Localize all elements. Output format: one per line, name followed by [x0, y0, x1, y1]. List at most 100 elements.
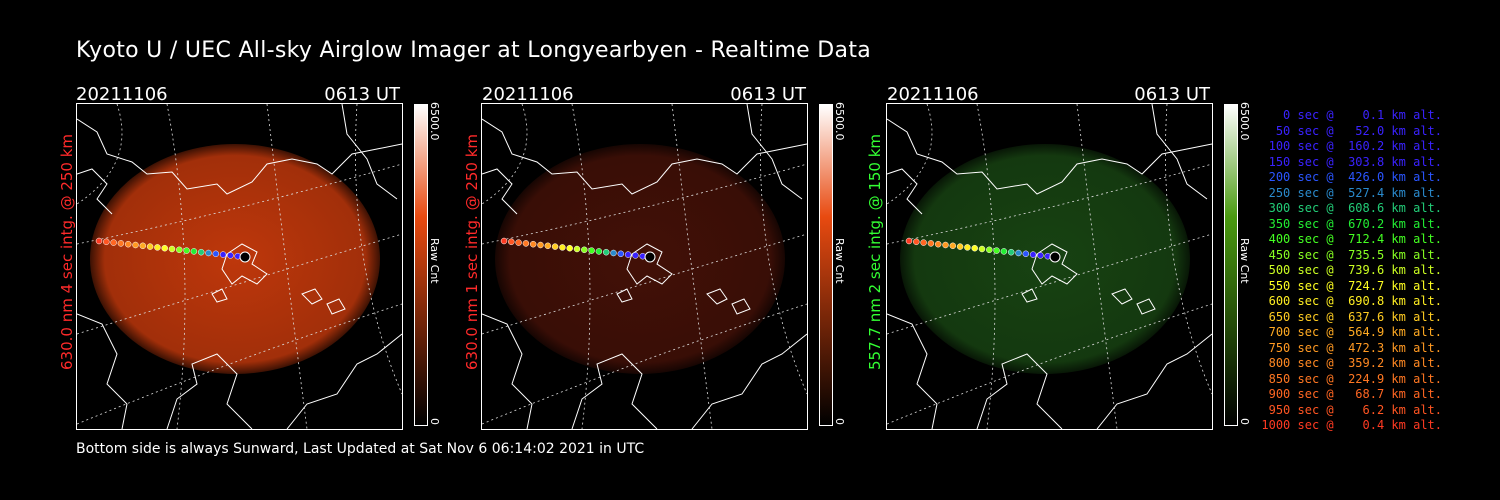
- legend-row: 850 sec @ 224.9 km alt.: [1268, 371, 1442, 386]
- legend-row: 100 sec @ 160.2 km alt.: [1268, 139, 1442, 153]
- trajectory-dot: [190, 248, 198, 255]
- trajectory-dot: [95, 237, 103, 245]
- trajectory-dot: [949, 242, 957, 250]
- panel-2-side-label: 630.0 nm 1 sec intg. @ 250 km: [463, 133, 481, 370]
- trajectory-dot: [978, 245, 986, 253]
- airglow-disc: [900, 144, 1190, 374]
- trajectory-dot: [146, 243, 154, 250]
- legend-row: 700 sec @ 564.9 km alt.: [1268, 325, 1442, 339]
- station-marker: [644, 251, 656, 263]
- legend-row: 1000 sec @ 0.4 km alt.: [1261, 418, 1442, 432]
- legend-row: 0 sec @ 0.1 km alt.: [1283, 108, 1442, 122]
- trajectory-dot: [522, 240, 530, 247]
- panel-2-time: 0613 UT: [730, 84, 806, 105]
- airglow-disc: [495, 144, 785, 374]
- trajectory-dot: [581, 246, 588, 254]
- legend-row: 550 sec @ 724.7 km alt.: [1268, 278, 1442, 293]
- panel-1-image: [76, 103, 403, 430]
- trajectory-dot: [197, 248, 205, 256]
- legend-row: 900 sec @ 68.7 km alt.: [1268, 387, 1442, 401]
- legend-row: 500 sec @ 739.6 km alt.: [1268, 263, 1442, 277]
- trajectory-dot: [154, 244, 161, 251]
- trajectory-dot: [500, 237, 508, 245]
- legend-row: 200 sec @ 426.0 km alt.: [1268, 170, 1442, 184]
- trajectory-dot: [1015, 249, 1022, 257]
- legend-row: 150 sec @ 303.8 km alt.: [1268, 154, 1442, 169]
- trajectory-dot: [559, 244, 566, 251]
- trajectory-dot: [132, 241, 139, 249]
- legend-row: 350 sec @ 670.2 km alt.: [1268, 216, 1442, 231]
- station-marker: [239, 251, 251, 263]
- trajectory-dot: [205, 249, 212, 257]
- trajectory-dot: [1007, 248, 1015, 256]
- panel-2-date: 20211106: [482, 84, 574, 105]
- panel-3-map: [887, 104, 1212, 429]
- legend-row: 750 sec @ 472.3 km alt.: [1268, 340, 1442, 355]
- legend-row: 600 sec @ 690.8 km alt.: [1268, 294, 1442, 308]
- panel-1-colorbar-unit: Raw Cnt: [428, 238, 441, 284]
- panel-3-date: 20211106: [887, 84, 979, 105]
- trajectory-dot: [934, 240, 942, 248]
- trajectory-dot: [905, 237, 913, 245]
- trajectory-dot: [176, 246, 183, 254]
- trajectory-dot: [617, 250, 625, 258]
- trajectory-dot: [913, 238, 920, 246]
- panel-1-date: 20211106: [76, 84, 168, 105]
- panel-2-colorbar-unit: Raw Cnt: [833, 238, 846, 284]
- trajectory-dot: [588, 247, 595, 254]
- airglow-disc: [90, 144, 380, 374]
- trajectory-dot: [124, 240, 132, 248]
- legend-row: 400 sec @ 712.4 km alt.: [1268, 232, 1442, 246]
- trajectory-dot: [1029, 251, 1037, 258]
- trajectory-dot: [566, 244, 573, 252]
- panel-2-colorbar-min: 0: [833, 418, 846, 425]
- panel-1-map: [77, 104, 402, 429]
- legend-row: 300 sec @ 608.6 km alt.: [1268, 201, 1442, 215]
- trajectory-dot: [544, 242, 552, 250]
- trajectory-dot: [219, 251, 227, 258]
- panel-1-time: 0613 UT: [324, 84, 400, 105]
- panel-3-colorbar: [1224, 104, 1238, 426]
- station-marker: [1049, 251, 1061, 263]
- legend-row: 450 sec @ 735.5 km alt.: [1268, 247, 1442, 262]
- trajectory-dot: [993, 247, 1000, 254]
- trajectory-dot: [139, 242, 147, 250]
- trajectory-dot: [1037, 252, 1044, 259]
- trajectory-dot: [1000, 248, 1008, 255]
- legend-row: 800 sec @ 359.2 km alt.: [1268, 356, 1442, 370]
- panel-2-colorbar-max: 6500.0: [833, 102, 846, 141]
- trajectory-dot: [103, 238, 110, 246]
- trajectory-dot: [515, 239, 522, 246]
- altitude-legend: 0 sec @ 0.1 km alt. 50 sec @ 52.0 km alt.…: [1202, 108, 1442, 434]
- trajectory-dot: [573, 245, 581, 253]
- trajectory-dot: [610, 249, 617, 257]
- trajectory-dot: [956, 243, 964, 250]
- trajectory-dot: [110, 239, 117, 246]
- trajectory-dot: [964, 244, 971, 251]
- trajectory-dot: [632, 252, 639, 259]
- legend-row: 50 sec @ 52.0 km alt.: [1275, 123, 1442, 138]
- panel-1-colorbar-min: 0: [428, 418, 441, 425]
- trajectory-dot: [602, 248, 610, 256]
- panel-1-colorbar: [414, 104, 428, 426]
- legend-row: 650 sec @ 637.6 km alt.: [1268, 309, 1442, 324]
- trajectory-dot: [595, 248, 603, 255]
- panel-3-time: 0613 UT: [1134, 84, 1210, 105]
- trajectory-dot: [161, 244, 168, 252]
- legend-row: 250 sec @ 527.4 km alt.: [1268, 185, 1442, 200]
- trajectory-dot: [551, 243, 559, 250]
- trajectory-dot: [927, 240, 935, 247]
- trajectory-dot: [624, 251, 632, 258]
- trajectory-dot: [227, 252, 234, 259]
- panel-3-side-label: 557.7 nm 2 sec intg. @ 150 km: [866, 133, 884, 370]
- page-title: Kyoto U / UEC All-sky Airglow Imager at …: [76, 38, 872, 63]
- panel-2-map: [482, 104, 807, 429]
- trajectory-dot: [942, 241, 949, 249]
- trajectory-dot: [117, 240, 125, 247]
- panel-2-colorbar: [819, 104, 833, 426]
- trajectory-dot: [168, 245, 176, 253]
- panel-1-colorbar-max: 6500.0: [428, 102, 441, 141]
- legend-row: 950 sec @ 6.2 km alt.: [1268, 402, 1442, 417]
- panel-1-side-label: 630.0 nm 4 sec intg. @ 250 km: [58, 133, 76, 370]
- panel-3-image: [886, 103, 1213, 430]
